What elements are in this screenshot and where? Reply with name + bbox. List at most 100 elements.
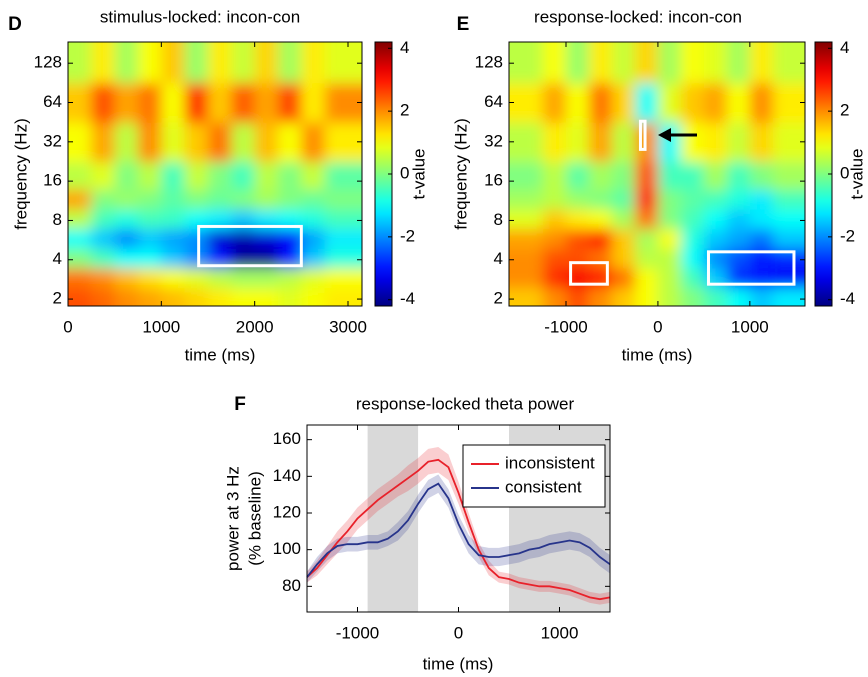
- heatmap-cell: [231, 208, 256, 230]
- heatmap-cell: [184, 122, 209, 162]
- heatmap-cell: [543, 122, 567, 162]
- x-tick-label: -1000: [336, 623, 379, 642]
- heatmap-cell: [543, 287, 567, 306]
- heatmap-cell: [680, 287, 705, 306]
- heatmap-cell: [161, 122, 186, 162]
- heatmap-cell: [703, 208, 728, 230]
- y-axis-label: frequency (Hz): [11, 118, 30, 229]
- heatmap-cell: [208, 161, 232, 190]
- heatmap-cell: [565, 82, 590, 123]
- y-axis-label: power at 3 Hz: [223, 466, 242, 571]
- heatmap-cell: [703, 42, 728, 84]
- heatmap-cell: [68, 267, 92, 289]
- heatmap-cell: [208, 208, 232, 230]
- heatmap-cell: [231, 228, 256, 249]
- x-tick-label: 0: [653, 317, 662, 336]
- heatmap-cell: [301, 267, 326, 289]
- heatmap-cell: [634, 161, 659, 190]
- heatmap-cell: [68, 189, 92, 210]
- heatmap-cell: [91, 228, 116, 249]
- heatmap-cell: [301, 189, 326, 210]
- heatmap-cell: [184, 161, 209, 190]
- heatmap-cell: [611, 189, 636, 210]
- heatmap-cell: [588, 228, 613, 249]
- heatmap-cell: [680, 122, 705, 162]
- heatmap-cell: [114, 189, 139, 210]
- heatmap-cell: [703, 161, 728, 190]
- heatmap-cell: [324, 248, 362, 269]
- y-tick-label: 4: [53, 249, 62, 268]
- heatmap-cell: [278, 42, 302, 84]
- heatmap-cell: [208, 287, 232, 306]
- heatmap-cell: [254, 122, 279, 162]
- plot-frame: [67, 41, 363, 307]
- heatmap-cell: [657, 161, 682, 190]
- heatmap-cell: [231, 161, 256, 190]
- heatmap-cell: [772, 189, 805, 210]
- y-tick-label: 120: [273, 502, 301, 521]
- error-band: [307, 474, 610, 583]
- heatmap-cell: [772, 287, 805, 306]
- heatmap-cell: [565, 189, 590, 210]
- panel-label: F: [234, 394, 246, 415]
- heatmap-cell: [91, 287, 116, 306]
- x-tick-label: 2000: [236, 317, 274, 336]
- x-tick-label: -1000: [544, 317, 587, 336]
- heatmap-cell: [301, 82, 326, 123]
- heatmap-cell: [114, 122, 139, 162]
- x-tick-label: 0: [63, 317, 72, 336]
- heatmap-cell: [749, 122, 774, 162]
- y-tick-label: 2: [494, 289, 503, 308]
- heatmap-cell: [114, 248, 139, 269]
- x-tick-label: 1000: [541, 623, 579, 642]
- heatmap-cell: [634, 42, 659, 84]
- heatmap-cell: [68, 248, 92, 269]
- heatmap-cell: [749, 228, 774, 249]
- heatmap-cell: [703, 122, 728, 162]
- colorbar-tick-label: 4: [840, 38, 849, 57]
- heatmap-cell: [208, 267, 232, 289]
- x-axis-label: time (ms): [622, 345, 693, 364]
- y-tick-label: 128: [34, 53, 62, 72]
- heatmap-cell: [634, 267, 659, 289]
- heatmap-cell: [749, 189, 774, 210]
- heatmap-cell: [543, 42, 567, 84]
- y-tick-label: 64: [43, 92, 62, 111]
- heatmap-cell: [184, 228, 209, 249]
- heatmap-cell: [565, 122, 590, 162]
- heatmap-cell: [161, 42, 186, 84]
- x-axis-label: time (ms): [423, 654, 494, 673]
- heatmap-cell: [611, 228, 636, 249]
- heatmap-cell: [138, 42, 162, 84]
- heatmap-cell: [588, 248, 613, 269]
- heatmap-cell: [278, 161, 302, 190]
- heatmap-cell: [565, 287, 590, 306]
- colorbar-tick-label: -4: [840, 289, 855, 308]
- heatmap-cell: [726, 122, 751, 162]
- y-tick-label: 2: [53, 289, 62, 308]
- heatmap-cell: [680, 248, 705, 269]
- heatmap-cell: [91, 82, 116, 123]
- series-line: [306, 482, 611, 578]
- heatmap-cell: [138, 189, 162, 210]
- heatmap-cell: [91, 122, 116, 162]
- heatmap-cell: [91, 189, 116, 210]
- heatmap-cell: [68, 161, 92, 190]
- heatmap-cell: [91, 267, 116, 289]
- x-axis-label: time (ms): [185, 345, 256, 364]
- y-axis-label: (% baseline): [245, 471, 264, 566]
- heatmap-cell: [611, 287, 636, 306]
- heatmap-cell: [114, 82, 139, 123]
- heatmap-cell: [588, 161, 613, 190]
- heatmap-cell: [726, 161, 751, 190]
- heatmap-cell: [138, 208, 162, 230]
- heatmap-cell: [114, 208, 139, 230]
- colorbar-label: t-value: [409, 148, 428, 199]
- heatmap-cell: [254, 248, 279, 269]
- heatmap-cell: [231, 287, 256, 306]
- heatmap-cell: [703, 228, 728, 249]
- cluster-outline: [706, 250, 796, 286]
- heatmap-cell: [138, 287, 162, 306]
- heatmap-cell: [138, 122, 162, 162]
- heatmap-cell: [588, 82, 613, 123]
